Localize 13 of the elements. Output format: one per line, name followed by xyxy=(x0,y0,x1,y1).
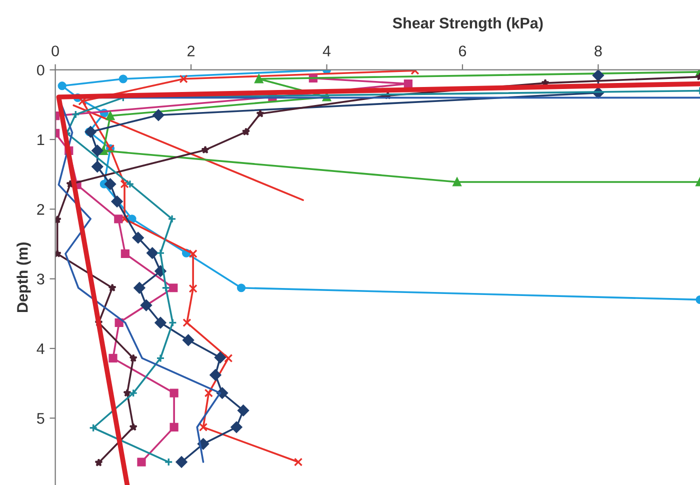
x-tick-label: 8 xyxy=(594,46,602,56)
y-tick-label: 1 xyxy=(38,134,44,146)
y-tick-label: 3 xyxy=(36,274,44,284)
x-tick-label: 6 xyxy=(459,46,466,56)
y-axis-title: Depth (m) xyxy=(16,242,31,312)
x-tick-label: 4 xyxy=(322,46,331,56)
y-tick-label: 2 xyxy=(37,204,44,215)
y-tick-label: 0 xyxy=(36,64,44,76)
y-tick-label: 5 xyxy=(37,413,44,424)
x-tick-label: 2 xyxy=(188,46,195,56)
y-tick-label: 4 xyxy=(36,343,44,354)
x-axis-title: Shear Strength (kPa) xyxy=(392,17,543,32)
x-tick-label: 0 xyxy=(52,46,59,56)
